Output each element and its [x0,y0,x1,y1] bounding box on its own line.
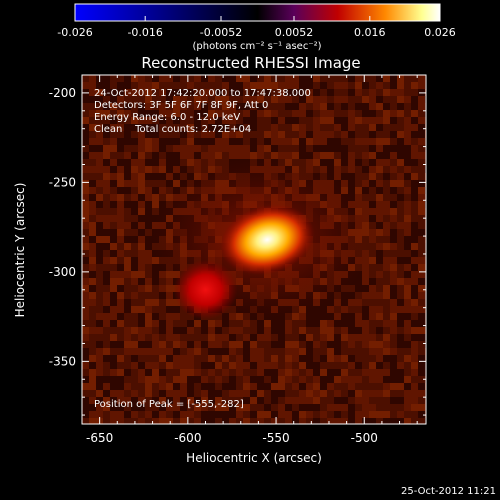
colorbar-tick-label: 0.026 [424,26,456,39]
colorbar-tick-label: 0.016 [354,26,386,39]
annotation-block: 24-Oct-2012 17:42:20.000 to 17:47:38.000… [94,88,311,410]
y-tick-label: -350 [49,354,76,368]
secondary-source [173,259,238,320]
colorbar-ticks: -0.026 -0.016 -0.0052 0.0052 0.016 0.026 [57,16,456,39]
plot-frame [81,74,427,425]
colorbar: -0.026 -0.016 -0.0052 0.0052 0.016 0.026 (pho… [57,3,456,52]
colorbar-tick-label: -0.016 [127,26,162,39]
axis-ticks: -650 -600 -550 -500 -200 -250 -300 -350 [49,74,426,445]
colorbar-tick-label: 0.0052 [275,26,314,39]
plot-image [82,75,426,424]
footer-timestamp: 25-Oct-2012 11:21 [401,486,496,497]
y-tick-label: -200 [49,86,76,100]
annotation-detectors: Detectors: 3F 5F 6F 7F 8F 9F, Att 0 [94,100,268,111]
colorbar-unit-label: (photons cm⁻² s⁻¹ asec⁻²) [192,41,321,52]
colorbar-tick-label: -0.026 [57,26,92,39]
annotation-time-range: 24-Oct-2012 17:42:20.000 to 17:47:38.000 [94,88,311,99]
colorbar-tick-label: -0.0052 [200,26,242,39]
colorbar-gradient [74,3,441,22]
chart-title: Reconstructed RHESSI Image [141,54,360,72]
primary-source [220,204,315,275]
x-tick-label: -500 [351,431,378,445]
annotation-clean: Clean Total counts: 2.72E+04 [94,124,251,135]
annotation-energy: Energy Range: 6.0 - 12.0 keV [94,112,240,123]
x-tick-label: -600 [174,431,201,445]
x-axis-label: Heliocentric X (arcsec) [186,451,322,465]
y-tick-label: -300 [49,265,76,279]
y-axis-label: Heliocentric Y (arcsec) [13,183,27,318]
x-tick-label: -650 [86,431,113,445]
x-tick-label: -550 [262,431,289,445]
annotation-peak-position: Position of Peak = [-555,-282] [94,399,244,410]
y-tick-label: -250 [49,175,76,189]
